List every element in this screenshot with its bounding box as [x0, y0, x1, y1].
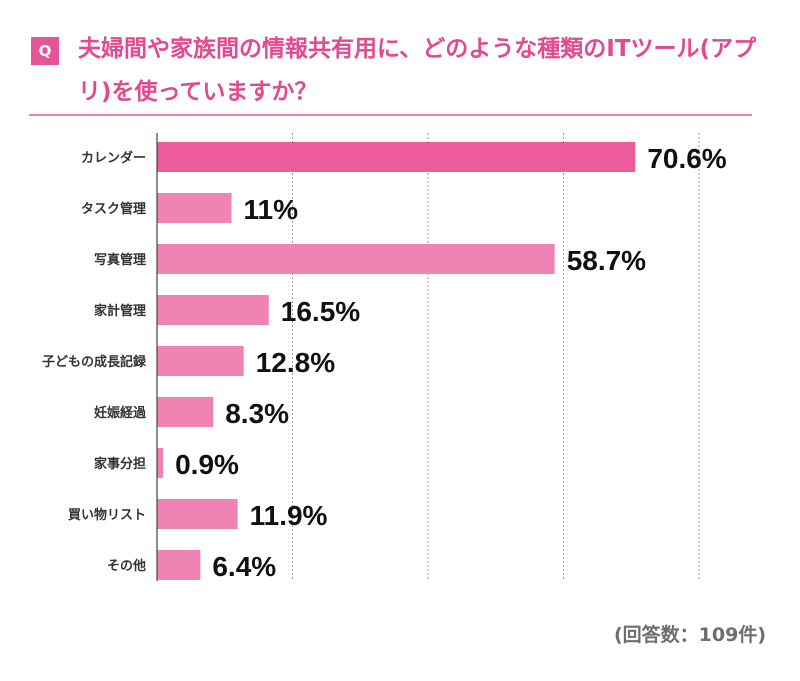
- data-label: 12.8%: [256, 347, 335, 378]
- category-label: 家事分担: [94, 456, 146, 472]
- bar: [157, 499, 238, 529]
- category-label: 妊娠経過: [94, 405, 147, 421]
- data-label: 0.9%: [175, 449, 239, 480]
- category-label: その他: [107, 558, 146, 574]
- category-label: 家計管理: [94, 303, 146, 319]
- question-title: 夫婦間や家族間の情報共有用に、どのような種類のITツール(アプリ)を使っています…: [78, 36, 757, 105]
- data-label: 16.5%: [281, 296, 360, 327]
- bar: [157, 397, 214, 427]
- response-count: (回答数：109件): [613, 624, 766, 646]
- question-badge: Q: [31, 37, 59, 65]
- bar: [157, 295, 269, 325]
- title-divider: [29, 114, 752, 116]
- data-label: 6.4%: [212, 551, 276, 582]
- bar: [157, 142, 636, 172]
- category-label: カレンダー: [81, 150, 146, 166]
- bar: [157, 550, 201, 580]
- bar: [157, 346, 244, 376]
- data-label: 11%: [244, 194, 299, 225]
- category-label: タスク管理: [81, 201, 146, 217]
- data-label: 70.6%: [647, 143, 726, 174]
- data-label: 58.7%: [567, 245, 646, 276]
- category-label: 写真管理: [94, 252, 146, 268]
- bar: [157, 193, 232, 223]
- category-label: 買い物リスト: [68, 507, 146, 523]
- category-label: 子どもの成長記録: [42, 354, 147, 370]
- bar: [157, 448, 164, 478]
- bar: [157, 244, 555, 274]
- data-label: 8.3%: [225, 398, 289, 429]
- data-label: 11.9%: [250, 500, 328, 531]
